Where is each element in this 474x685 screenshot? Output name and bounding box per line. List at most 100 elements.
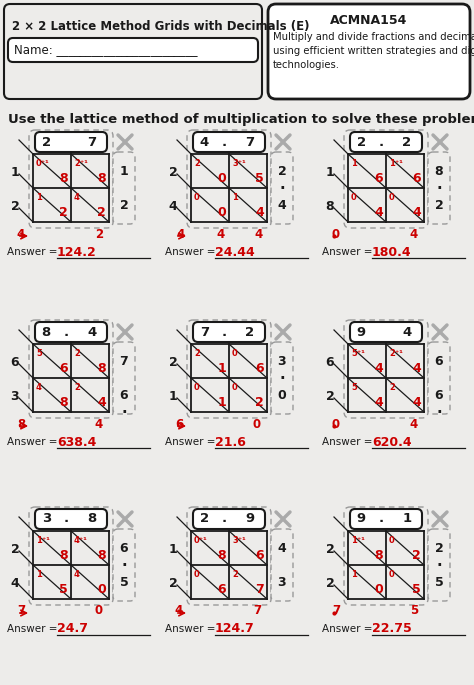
FancyBboxPatch shape <box>113 529 135 601</box>
Text: 1: 1 <box>119 164 128 177</box>
Text: 4: 4 <box>255 206 264 219</box>
Text: 4: 4 <box>175 604 183 617</box>
Text: .: . <box>64 325 69 338</box>
Text: 0: 0 <box>389 570 395 579</box>
Text: 0: 0 <box>389 536 395 545</box>
Text: 0: 0 <box>194 193 200 202</box>
FancyBboxPatch shape <box>428 152 450 224</box>
Text: 0: 0 <box>232 349 238 358</box>
Text: 7: 7 <box>253 604 261 617</box>
Text: 7: 7 <box>246 136 255 149</box>
Text: 5⁺¹: 5⁺¹ <box>351 349 365 358</box>
Text: 6: 6 <box>435 355 443 367</box>
Text: 4: 4 <box>17 227 25 240</box>
Text: 4: 4 <box>412 396 421 409</box>
Text: 7: 7 <box>87 136 97 149</box>
Text: 8: 8 <box>435 164 443 177</box>
Text: 6: 6 <box>326 356 334 369</box>
Text: Multiply and divide fractions and decimals
using efficient written strategies an: Multiply and divide fractions and decima… <box>273 32 474 70</box>
Text: 7: 7 <box>17 604 25 617</box>
FancyBboxPatch shape <box>35 132 107 152</box>
Text: 1: 1 <box>351 159 357 168</box>
FancyBboxPatch shape <box>268 4 470 99</box>
Text: 5: 5 <box>36 349 42 358</box>
Text: 1: 1 <box>169 543 177 556</box>
Text: 0: 0 <box>95 604 103 617</box>
Text: 8: 8 <box>97 172 106 185</box>
Text: Answer =: Answer = <box>322 437 376 447</box>
Text: Answer =: Answer = <box>7 247 61 257</box>
Text: 8: 8 <box>42 325 51 338</box>
Text: 4: 4 <box>255 227 263 240</box>
Text: 4: 4 <box>412 206 421 219</box>
Text: 8: 8 <box>326 200 334 213</box>
Text: 5: 5 <box>435 575 443 588</box>
Text: 4: 4 <box>97 396 106 409</box>
Text: 6: 6 <box>218 583 226 596</box>
Text: 9: 9 <box>357 325 366 338</box>
Text: 0: 0 <box>194 570 200 579</box>
Text: 4: 4 <box>410 417 418 430</box>
Text: 6: 6 <box>374 172 383 185</box>
FancyBboxPatch shape <box>113 152 135 224</box>
FancyBboxPatch shape <box>193 132 265 152</box>
Text: 4: 4 <box>278 199 286 212</box>
Text: 6: 6 <box>255 549 264 562</box>
Text: 4⁺¹: 4⁺¹ <box>74 536 88 545</box>
Text: 2: 2 <box>357 136 366 149</box>
Text: 0: 0 <box>217 206 226 219</box>
Text: 1: 1 <box>351 570 357 579</box>
Text: 638.4: 638.4 <box>57 436 96 449</box>
Text: 4: 4 <box>402 325 411 338</box>
Text: .: . <box>436 401 442 416</box>
FancyBboxPatch shape <box>35 509 107 529</box>
Text: 2: 2 <box>42 136 51 149</box>
FancyBboxPatch shape <box>350 132 422 152</box>
FancyBboxPatch shape <box>187 320 271 418</box>
FancyBboxPatch shape <box>271 152 293 224</box>
Text: Answer =: Answer = <box>322 624 376 634</box>
Text: 6: 6 <box>120 388 128 401</box>
Text: 6: 6 <box>11 356 19 369</box>
Text: .: . <box>279 177 285 192</box>
Text: 3: 3 <box>11 390 19 403</box>
Text: 2: 2 <box>435 199 443 212</box>
Text: .: . <box>379 136 384 149</box>
FancyBboxPatch shape <box>187 507 271 605</box>
Text: 2: 2 <box>412 549 421 562</box>
Text: 2: 2 <box>194 159 200 168</box>
Text: 2: 2 <box>59 206 68 219</box>
Text: 1⁺¹: 1⁺¹ <box>36 536 50 545</box>
Text: .: . <box>64 512 69 525</box>
Text: 6: 6 <box>59 362 68 375</box>
Text: 2⁺¹: 2⁺¹ <box>389 349 403 358</box>
Text: 2: 2 <box>74 383 80 392</box>
Text: 0: 0 <box>278 388 286 401</box>
Text: .: . <box>222 512 227 525</box>
Text: 1: 1 <box>169 390 177 403</box>
Text: 1: 1 <box>217 396 226 409</box>
Text: 0: 0 <box>253 417 261 430</box>
Text: 2: 2 <box>97 206 106 219</box>
FancyBboxPatch shape <box>4 4 262 99</box>
Text: 8: 8 <box>17 417 25 430</box>
Text: 5: 5 <box>255 172 264 185</box>
Text: 3⁺¹: 3⁺¹ <box>232 159 246 168</box>
Text: 2: 2 <box>169 577 177 590</box>
Text: 8: 8 <box>59 172 68 185</box>
Text: 5: 5 <box>119 575 128 588</box>
FancyBboxPatch shape <box>428 342 450 414</box>
Text: 1⁺¹: 1⁺¹ <box>351 536 365 545</box>
Text: 3⁺¹: 3⁺¹ <box>232 536 246 545</box>
FancyBboxPatch shape <box>344 507 428 605</box>
Text: .: . <box>121 401 127 416</box>
Text: Name: ________________________: Name: ________________________ <box>14 44 198 56</box>
FancyBboxPatch shape <box>113 342 135 414</box>
Text: Use the lattice method of multiplication to solve these problems.: Use the lattice method of multiplication… <box>8 113 474 126</box>
FancyBboxPatch shape <box>344 320 428 418</box>
Text: 0: 0 <box>389 193 395 202</box>
Text: .: . <box>222 136 227 149</box>
Text: 3: 3 <box>278 355 286 367</box>
Text: .: . <box>436 177 442 192</box>
FancyBboxPatch shape <box>271 529 293 601</box>
